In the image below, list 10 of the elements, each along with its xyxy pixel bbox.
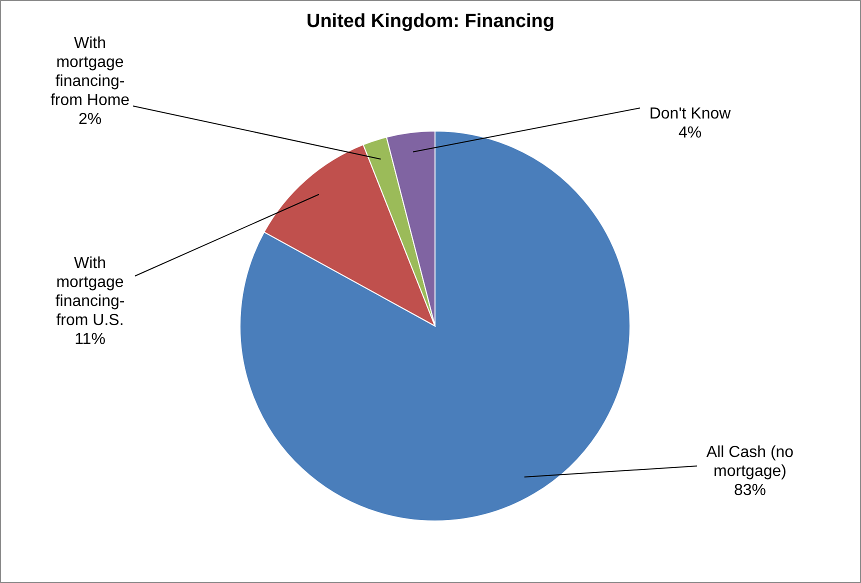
slice-label: All Cash (no mortgage) bbox=[706, 444, 794, 480]
pie-slice bbox=[240, 130, 630, 522]
data-label: 2% bbox=[78, 111, 102, 128]
chart-title: United Kingdom: Financing bbox=[306, 11, 555, 32]
data-label: 4% bbox=[678, 124, 702, 142]
slice-label: With mortgage financing-from U.S. bbox=[55, 255, 125, 329]
data-label: 83% bbox=[734, 482, 766, 499]
slice-label: Don't Know bbox=[649, 106, 732, 122]
slice-label: With mortgage financing-from Home bbox=[50, 35, 130, 109]
data-label: 11% bbox=[74, 331, 106, 348]
